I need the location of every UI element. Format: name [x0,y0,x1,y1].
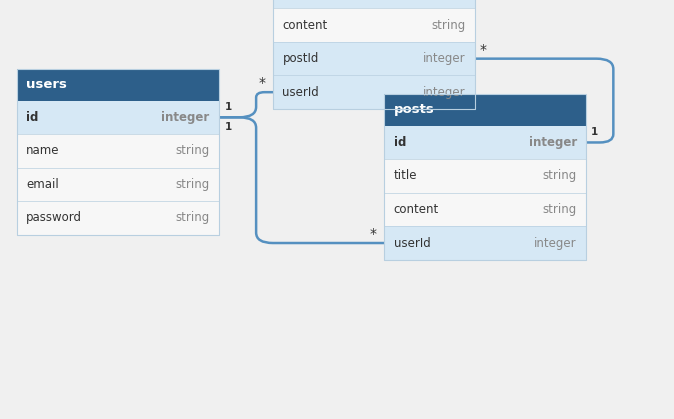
FancyBboxPatch shape [273,8,475,42]
Text: *: * [369,227,376,241]
FancyBboxPatch shape [384,126,586,159]
Text: title: title [394,169,417,183]
FancyBboxPatch shape [17,101,219,134]
Text: users: users [26,78,67,91]
FancyBboxPatch shape [384,226,586,260]
Text: 1: 1 [590,127,598,137]
FancyBboxPatch shape [273,75,475,109]
Text: integer: integer [423,52,466,65]
FancyBboxPatch shape [17,69,219,101]
Text: posts: posts [394,103,434,116]
Text: *: * [479,43,486,57]
FancyBboxPatch shape [17,134,219,168]
FancyBboxPatch shape [17,201,219,235]
Text: integer: integer [528,136,577,149]
Text: email: email [26,178,59,191]
Text: content: content [394,203,439,216]
Text: string: string [175,211,210,225]
Text: integer: integer [534,236,577,250]
FancyBboxPatch shape [273,0,475,8]
Text: string: string [543,203,577,216]
Text: id: id [26,111,38,124]
Text: integer: integer [161,111,210,124]
FancyBboxPatch shape [384,193,586,226]
Text: userId: userId [282,85,319,99]
FancyBboxPatch shape [17,168,219,201]
Text: id: id [394,136,406,149]
Text: integer: integer [423,85,466,99]
FancyBboxPatch shape [384,159,586,193]
Text: 1: 1 [224,122,232,132]
Text: string: string [175,144,210,158]
FancyBboxPatch shape [273,42,475,75]
Text: userId: userId [394,236,431,250]
Text: postId: postId [282,52,319,65]
Text: password: password [26,211,82,225]
Text: content: content [282,18,328,32]
Text: name: name [26,144,60,158]
Text: *: * [258,76,265,90]
FancyBboxPatch shape [384,94,586,126]
Text: string: string [543,169,577,183]
Text: string: string [431,18,466,32]
Text: string: string [175,178,210,191]
Text: 1: 1 [224,102,232,112]
